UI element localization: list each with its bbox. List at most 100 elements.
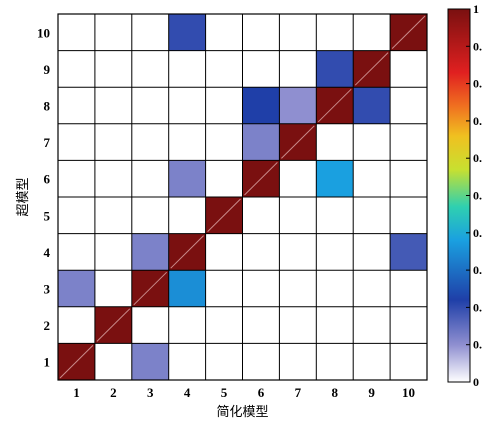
heatmap-cell-x8-y10 [316, 14, 354, 51]
x-tick-label: 8 [332, 385, 339, 400]
heatmap-cell-x4-y9 [168, 50, 206, 88]
heatmap-cell-x2-y3 [94, 270, 132, 307]
heatmap-cell-x5-y10 [205, 14, 243, 51]
heatmap-cells [58, 14, 427, 380]
colorbar-tick-label: 0. [473, 300, 482, 314]
colorbar-tick-label: 0. [473, 226, 482, 240]
y-tick-label: 8 [44, 99, 51, 114]
diagonal-mark [59, 345, 94, 379]
heatmap-cell-x9-y6 [353, 160, 391, 197]
heatmap-cell-x5-y7 [205, 123, 243, 161]
heatmap-cell-x8-y3 [316, 270, 354, 307]
heatmap-cell-x6-y3 [242, 270, 280, 307]
heatmap-cell-x2-y8 [94, 87, 132, 124]
x-tick-label: 2 [110, 385, 117, 400]
diagonal-mark [170, 235, 204, 269]
heatmap-cell-x4-y5 [168, 197, 206, 234]
heatmap-cell-x4-y1 [168, 343, 206, 380]
heatmap-cell-x8-y1 [316, 343, 354, 380]
heatmap-cell-x9-y3 [353, 270, 391, 307]
x-tick-labels: 1 2 3 4 5 6 7 8 9 10 [73, 385, 415, 400]
heatmap-cell-x6-y2 [242, 306, 280, 344]
colorbar-tick-label: 0. [473, 151, 482, 165]
heatmap-cell-x1-y4 [58, 233, 95, 271]
heatmap-cell-x6-y10 [242, 14, 280, 51]
heatmap-cell-x8-y5 [316, 197, 354, 234]
y-tick-label: 1 [44, 355, 51, 370]
diagonal-mark [391, 15, 426, 49]
heatmap-cell-x2-y9 [94, 50, 132, 88]
colorbar-tick-label: 0. [473, 77, 482, 91]
heatmap-cell-x5-y4 [205, 233, 243, 271]
heatmap-cell-x10-y1 [390, 343, 427, 380]
colorbar-tick-label: 1 [473, 2, 479, 16]
heatmap-cell-x3-y2 [131, 306, 169, 344]
heatmap-cell-x1-y8 [58, 87, 95, 124]
heatmap-cell-x10-y9 [390, 50, 427, 88]
colorbar-tick-labels: 0 0. 0. 0. 0. 0. 0. 0. 0. 0. 1 [466, 2, 482, 389]
heatmap-cell-x3-y6 [131, 160, 169, 197]
heatmap-cell-x7-y3 [279, 270, 317, 307]
heatmap-cell-x2-y7 [94, 123, 132, 161]
heatmap-cell-x5-y8 [205, 87, 243, 124]
heatmap-cell-x1-y5 [58, 197, 95, 234]
heatmap-cell-x1-y10 [58, 14, 95, 51]
heatmap-cell-x8-y2 [316, 306, 354, 344]
heatmap-cell-x3-y7 [131, 123, 169, 161]
heatmap-cell-x4-y8 [168, 87, 206, 124]
heatmap-cell-x2-y6 [94, 160, 132, 197]
x-tick-label: 10 [402, 385, 415, 400]
heatmap-cell-x9-y2 [353, 306, 391, 344]
heatmap-cell-x4-y6 [168, 160, 206, 197]
heatmap-cell-x7-y2 [279, 306, 317, 344]
y-tick-label: 7 [44, 135, 51, 150]
colorbar-tick-label: 0. [473, 189, 482, 203]
heatmap-cell-x7-y9 [279, 50, 317, 88]
heatmap-cell-x6-y4 [242, 233, 280, 271]
heatmap-cell-x1-y7 [58, 123, 95, 161]
heatmap-cell-x4-y3 [168, 270, 206, 307]
y-tick-label: 5 [44, 208, 51, 223]
diagonal-mark [354, 52, 389, 86]
x-tick-label: 6 [258, 385, 265, 400]
y-tick-label: 6 [44, 172, 51, 187]
diagonal-mark [133, 271, 168, 306]
heatmap-cell-x7-y6 [279, 160, 317, 197]
x-tick-label: 9 [368, 385, 375, 400]
heatmap-cell-x7-y10 [279, 14, 317, 51]
colorbar-tick-label: 0. [473, 114, 482, 128]
heatmap-cell-x10-y2 [390, 306, 427, 344]
x-tick-label: 1 [73, 385, 80, 400]
y-tick-label: 10 [37, 25, 50, 40]
heatmap-cell-x8-y7 [316, 123, 354, 161]
plot-frame [57, 13, 428, 381]
heatmap-cell-x9-y8 [353, 87, 391, 124]
heatmap-cell-x7-y4 [279, 233, 317, 271]
heatmap-cell-x10-y5 [390, 197, 427, 234]
heatmap-cell-x9-y1 [353, 343, 391, 380]
heatmap-cell-x10-y3 [390, 270, 427, 307]
heatmap-cell-x2-y4 [94, 233, 132, 271]
y-tick-label: 9 [44, 62, 51, 77]
diagonal-mark [244, 162, 278, 196]
heatmap-cell-x8-y9 [316, 50, 354, 88]
diagonal-mark [96, 308, 131, 342]
heatmap-cell-x4-y2 [168, 306, 206, 344]
heatmap-cell-x9-y5 [353, 197, 391, 234]
heatmap-cell-x10-y8 [390, 87, 427, 124]
y-tick-label: 4 [44, 245, 51, 260]
x-tick-label: 5 [221, 385, 228, 400]
heatmap-cell-x3-y8 [131, 87, 169, 124]
heatmap-cell-x9-y7 [353, 123, 391, 161]
heatmap-cell-x2-y5 [94, 197, 132, 234]
x-tick-label: 3 [147, 385, 154, 400]
heatmap-cell-x10-y4 [390, 233, 427, 271]
y-tick-labels: 1 2 3 4 5 6 7 8 9 10 [37, 25, 51, 369]
heatmap-cell-x5-y3 [205, 270, 243, 307]
y-tick-label: 3 [44, 282, 51, 297]
colorbar-tick-label: 0 [473, 375, 479, 389]
x-axis-title: 简化模型 [216, 404, 268, 420]
y-axis-title: 超模型 [16, 177, 31, 216]
heatmap-cell-x6-y5 [242, 197, 280, 234]
